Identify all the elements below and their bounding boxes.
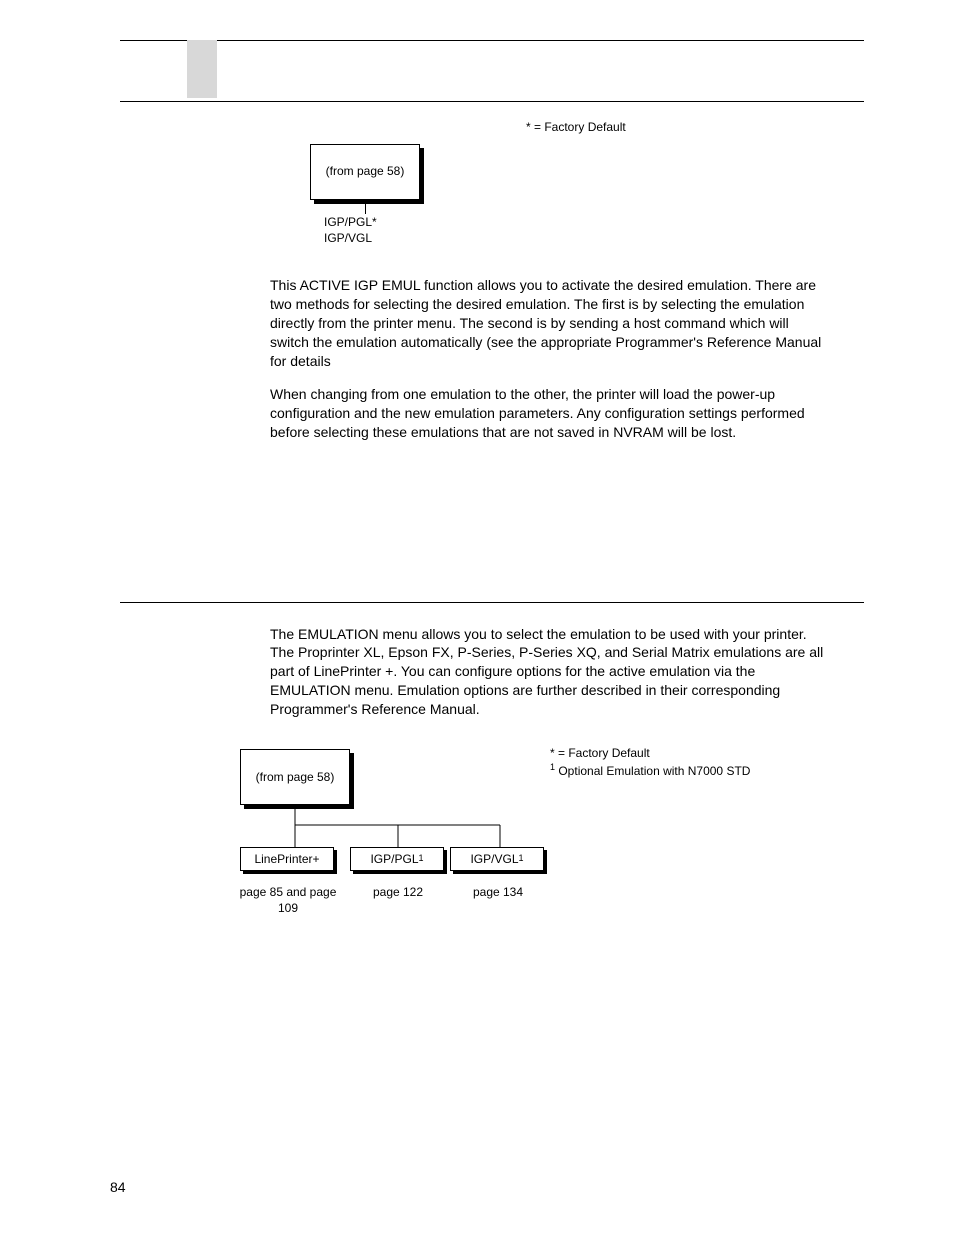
tree-caption-2: page 122 <box>348 885 448 901</box>
tree-caption-1: page 85 and page 109 <box>238 885 338 916</box>
chapter-tab-marker <box>187 40 217 98</box>
option-igp-pgl: IGP/PGL* <box>324 214 830 230</box>
tree-leaf-igp-pgl: IGP/PGL1 <box>350 847 444 871</box>
factory-default-note: * = Factory Default <box>526 120 830 134</box>
body-paragraph-1: This ACTIVE IGP EMUL function allows you… <box>270 276 830 370</box>
tree-caption-3: page 134 <box>448 885 548 901</box>
body-paragraph-2: When changing from one emulation to the … <box>270 385 830 442</box>
tree-root-label: (from page 58) <box>256 770 335 786</box>
tree-root-box: (from page 58) <box>240 749 350 805</box>
emulation-menu-tree: (from page 58) LinePrinter+ IGP/PGL1 IGP… <box>270 749 830 949</box>
header-rule <box>120 40 864 41</box>
page-number: 84 <box>110 1179 126 1195</box>
menu-origin-box: (from page 58) <box>310 144 420 200</box>
tree-leaf-lineprinter: LinePrinter+ <box>240 847 334 871</box>
section-rule-2 <box>120 602 864 603</box>
tree-leaf-igp-vgl: IGP/VGL1 <box>450 847 544 871</box>
menu-origin-label: (from page 58) <box>326 164 405 180</box>
emulation-intro-paragraph: The EMULATION menu allows you to select … <box>270 625 830 719</box>
emulation-options-list: IGP/PGL* IGP/VGL <box>324 214 830 246</box>
section-rule-1 <box>120 101 864 102</box>
option-igp-vgl: IGP/VGL <box>324 230 830 246</box>
